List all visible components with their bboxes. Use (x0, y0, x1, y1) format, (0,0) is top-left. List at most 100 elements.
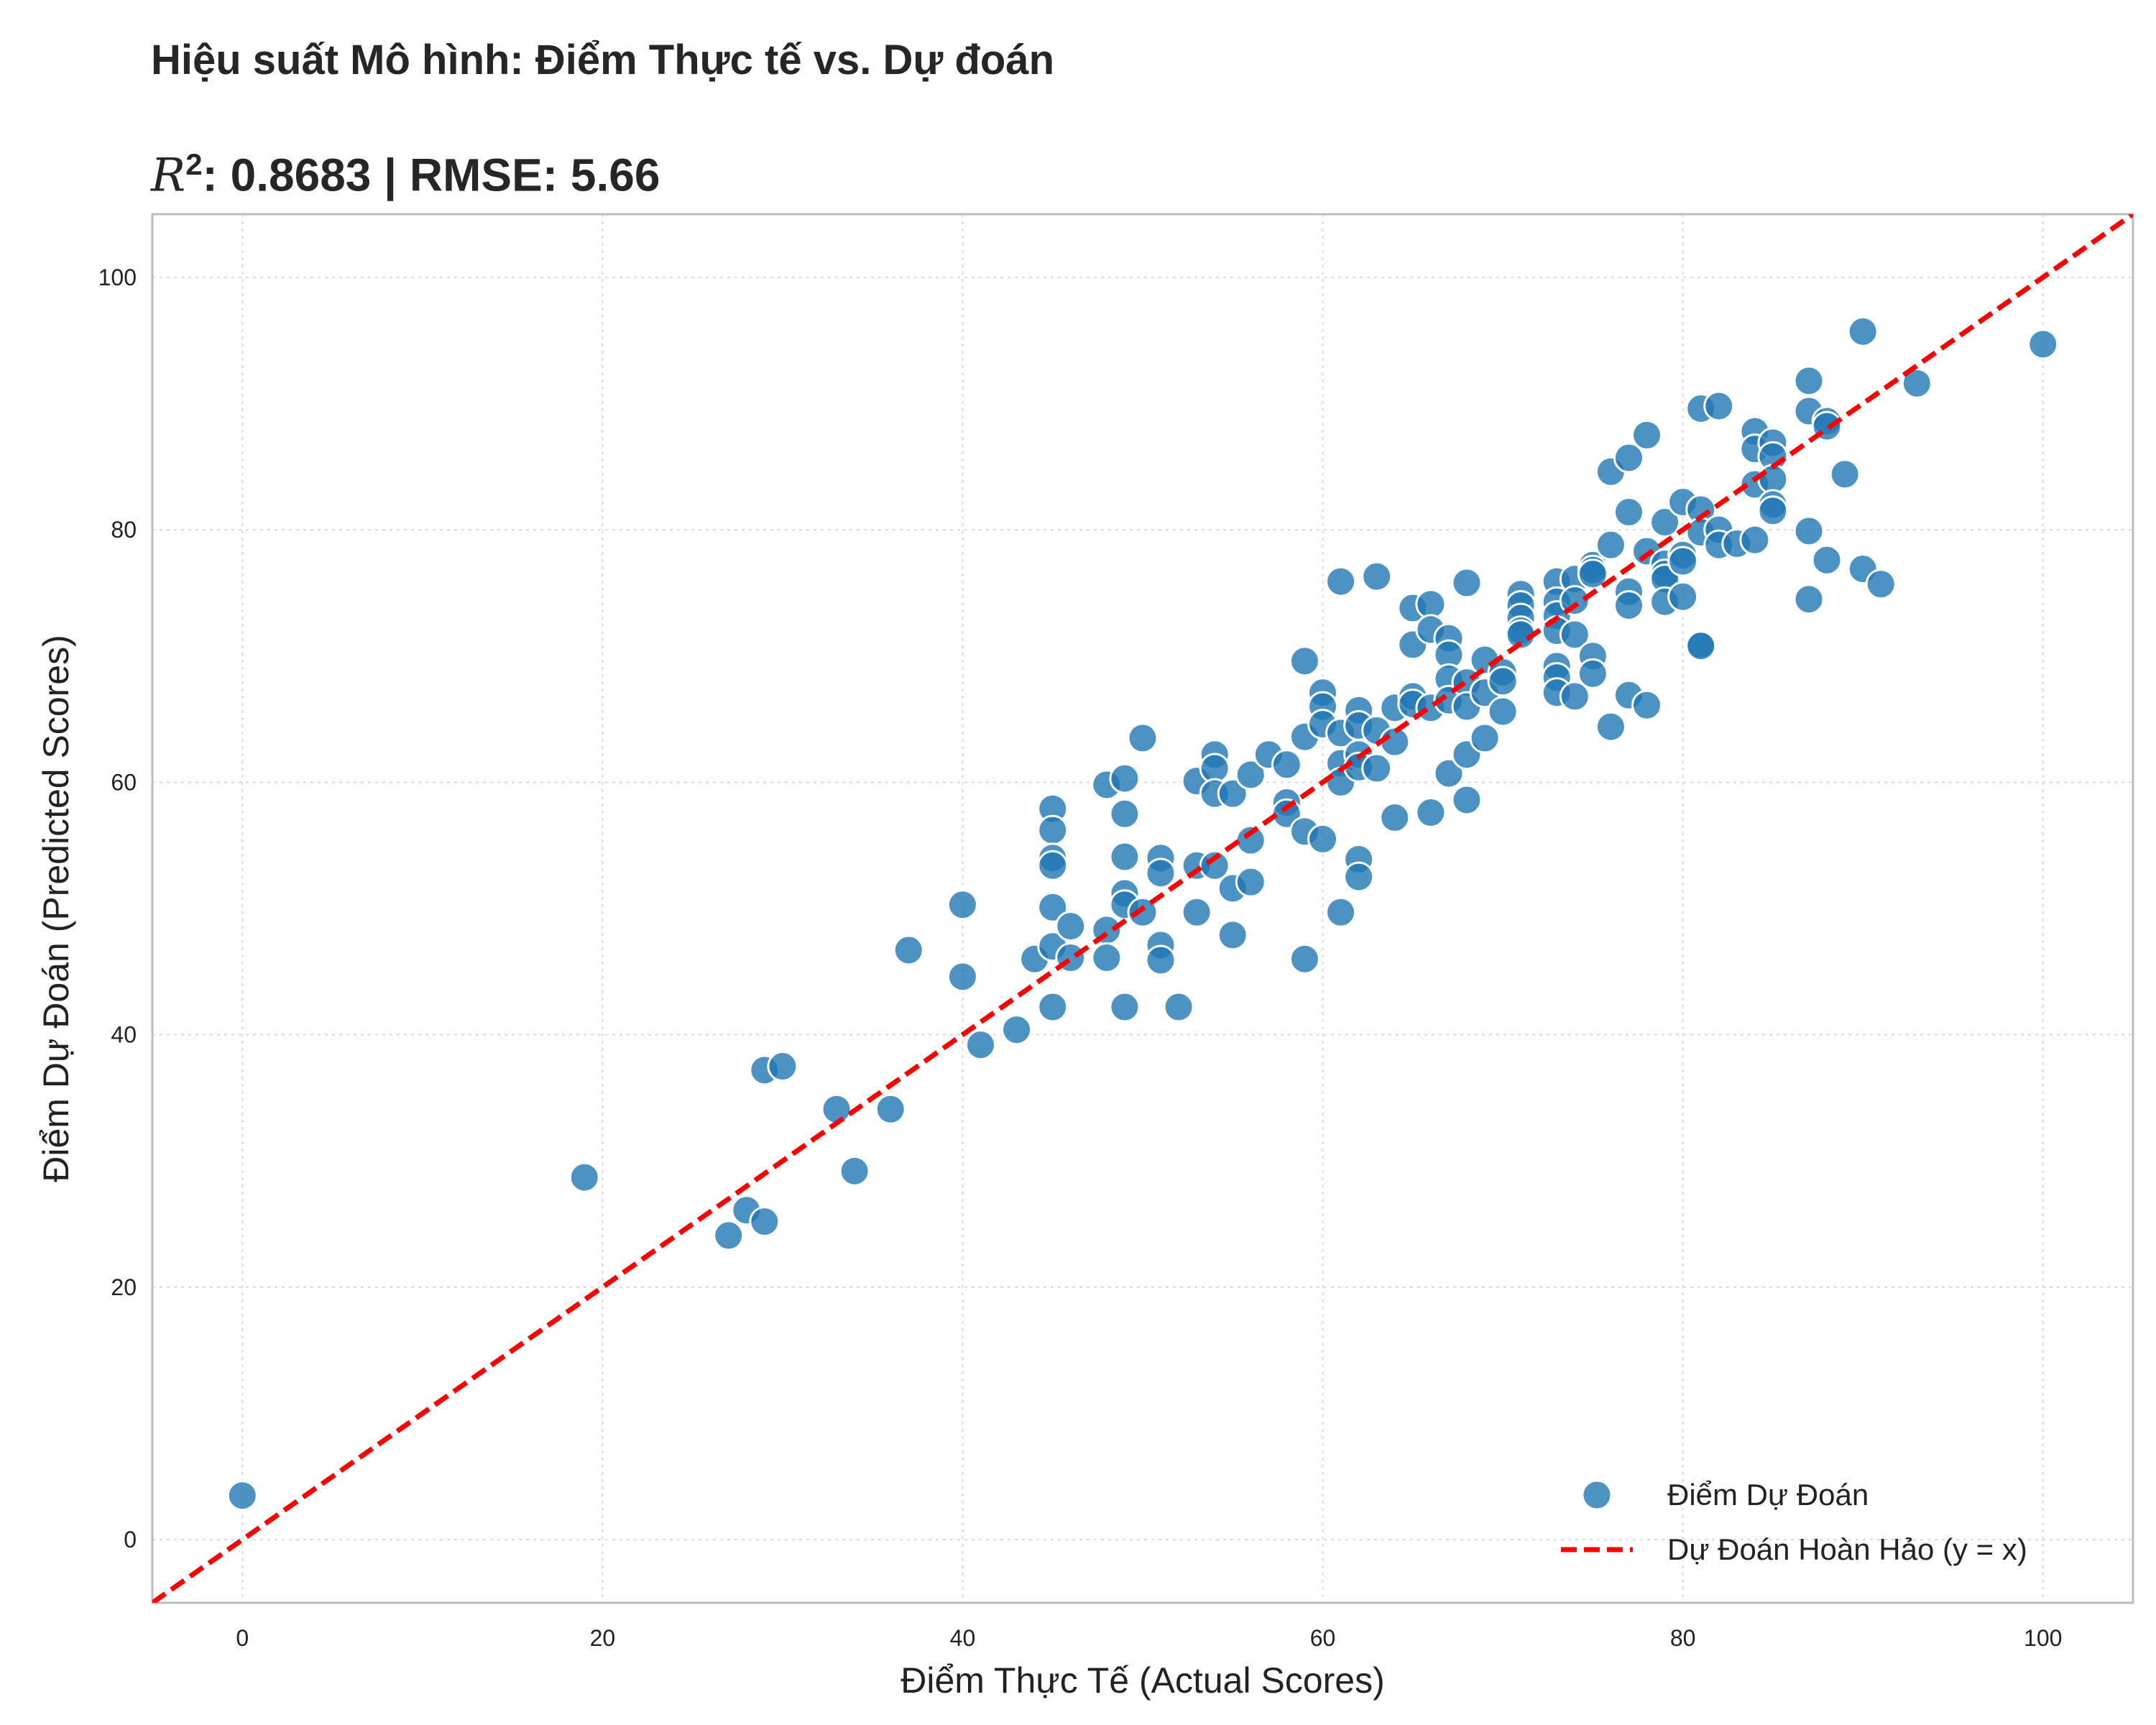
x-tick-label: 60 (1310, 1625, 1336, 1651)
y-tick-label: 80 (111, 517, 137, 543)
data-point (1433, 758, 1465, 789)
data-point (1559, 619, 1590, 650)
y-tick-label: 60 (111, 769, 137, 795)
data-point (1325, 896, 1357, 928)
data-point (1109, 798, 1141, 829)
grid-lines (152, 214, 2133, 1603)
data-point (1091, 942, 1123, 973)
data-point (1613, 589, 1644, 621)
data-point (1757, 495, 1789, 527)
data-point (767, 1051, 798, 1082)
x-axis-label: Điểm Thực Tế (Actual Scores) (900, 1660, 1385, 1701)
data-point (1631, 419, 1663, 451)
data-point (1847, 316, 1879, 347)
data-point (1739, 524, 1771, 556)
x-tick-label: 80 (1670, 1625, 1696, 1651)
reference-line-layer (152, 214, 2133, 1603)
data-point (1631, 689, 1663, 721)
data-point (1145, 857, 1176, 889)
data-point (1559, 681, 1590, 712)
r2-symbol: R (151, 149, 186, 203)
data-point (1037, 850, 1069, 881)
data-point (1451, 784, 1483, 816)
legend: Điểm Dự Đoán Dự Đoán Hoàn Hảo (y = x) (1561, 1478, 2027, 1566)
data-point (1163, 991, 1194, 1023)
y-tick-label: 40 (111, 1022, 137, 1048)
data-point (1649, 507, 1681, 538)
reference-line (152, 214, 2133, 1603)
tick-labels: 0 20 40 60 80 100 0 20 40 60 80 100 (98, 264, 2063, 1651)
data-point (875, 1093, 906, 1125)
data-point (946, 889, 978, 921)
data-point (893, 934, 924, 966)
x-tick-label: 100 (2024, 1625, 2062, 1651)
data-point (965, 1029, 997, 1061)
data-point (839, 1155, 870, 1187)
data-point (1109, 763, 1141, 794)
x-tick-label: 0 (236, 1625, 249, 1651)
data-point (1289, 645, 1320, 677)
data-point (1451, 567, 1483, 599)
data-point (1109, 991, 1141, 1023)
data-point (1595, 529, 1626, 561)
data-point (1217, 778, 1248, 809)
r2-exponent: 2 (185, 147, 203, 181)
data-point (749, 1206, 780, 1238)
y-tick-label: 20 (111, 1274, 137, 1300)
data-point (1361, 753, 1393, 784)
data-point (1901, 367, 1932, 399)
data-point (568, 1162, 600, 1193)
data-point (1793, 584, 1825, 615)
data-point (1667, 581, 1699, 612)
data-point (1703, 390, 1735, 422)
data-points (226, 316, 2059, 1512)
data-point (1235, 759, 1266, 791)
data-point (1037, 891, 1069, 923)
chart-suptitle: Hiệu suất Mô hình: Điểm Thực tế vs. Dự đ… (151, 37, 1054, 83)
y-axis-label: Điểm Dự Đoán (Predicted Scores) (36, 635, 76, 1182)
chart-title: R2: 0.8683 | RMSE: 5.66 (151, 147, 660, 202)
data-point (1361, 561, 1393, 592)
data-point (1469, 722, 1501, 754)
data-point (1793, 515, 1825, 547)
data-point (946, 961, 978, 993)
data-point (1415, 797, 1447, 829)
data-point (1865, 569, 1897, 600)
data-point (1685, 630, 1717, 662)
data-point (1487, 696, 1519, 727)
data-point (1667, 546, 1699, 577)
data-point (1289, 943, 1320, 975)
data-point (226, 1480, 258, 1512)
y-tick-label: 0 (124, 1527, 137, 1552)
data-point (1613, 497, 1644, 528)
data-point (1487, 666, 1519, 697)
data-point (1217, 919, 1248, 951)
legend-marker-predicted (1581, 1479, 1613, 1511)
data-point (1577, 558, 1608, 590)
data-point (1829, 459, 1861, 490)
data-point (1577, 658, 1608, 689)
data-point (1595, 711, 1626, 742)
data-point (1181, 896, 1212, 928)
x-tick-label: 20 (590, 1625, 616, 1651)
data-point (1343, 861, 1375, 893)
data-point (2027, 328, 2059, 360)
data-point (1307, 823, 1339, 855)
y-tick-label: 100 (98, 264, 137, 290)
data-point (1037, 991, 1069, 1023)
data-point (1037, 814, 1069, 846)
data-point (1109, 841, 1141, 873)
x-tick-label: 40 (950, 1625, 976, 1651)
plot-frame (151, 213, 2134, 1604)
chart-title-metrics: : 0.8683 | RMSE: 5.66 (202, 149, 660, 201)
data-point (1379, 802, 1411, 834)
data-point (1793, 365, 1825, 397)
data-point (1235, 866, 1266, 898)
data-point (1127, 722, 1158, 754)
data-point (1127, 896, 1158, 928)
legend-label-reference: Dự Đoán Hoàn Hảo (y = x) (1667, 1532, 2027, 1566)
data-point (713, 1220, 745, 1251)
data-point (1145, 944, 1176, 976)
data-point (1001, 1014, 1033, 1046)
